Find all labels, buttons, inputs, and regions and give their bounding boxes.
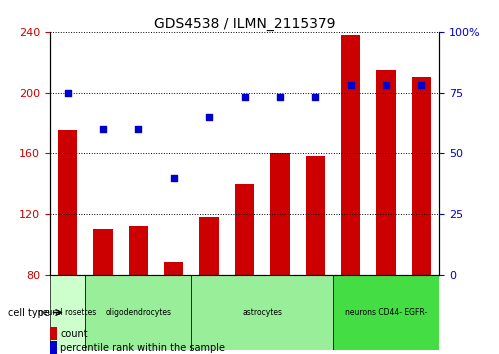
- Bar: [58, 131, 77, 275]
- Bar: [270, 153, 289, 275]
- Point: [134, 126, 142, 132]
- Point: [205, 114, 213, 120]
- Bar: [200, 217, 219, 275]
- Point: [63, 90, 71, 95]
- Bar: [93, 229, 113, 275]
- Bar: [192, 275, 333, 350]
- Bar: [376, 70, 396, 275]
- Text: oligodendrocytes: oligodendrocytes: [105, 308, 171, 317]
- Point: [382, 82, 390, 88]
- Point: [99, 126, 107, 132]
- Bar: [164, 262, 184, 275]
- Title: GDS4538 / ILMN_2115379: GDS4538 / ILMN_2115379: [154, 17, 335, 31]
- Point: [418, 82, 426, 88]
- Text: neural rosettes: neural rosettes: [38, 308, 97, 317]
- Text: cell type: cell type: [8, 308, 50, 318]
- Point: [241, 95, 249, 100]
- Bar: [333, 275, 439, 350]
- Bar: [305, 156, 325, 275]
- Text: neurons CD44- EGFR-: neurons CD44- EGFR-: [345, 308, 427, 317]
- Point: [276, 95, 284, 100]
- Text: count: count: [60, 329, 88, 339]
- Point: [170, 175, 178, 180]
- Bar: [50, 341, 57, 354]
- Bar: [129, 226, 148, 275]
- Bar: [50, 327, 57, 340]
- Point: [347, 82, 355, 88]
- Point: [311, 95, 319, 100]
- Bar: [85, 275, 192, 350]
- Bar: [235, 184, 254, 275]
- Text: astrocytes: astrocytes: [242, 308, 282, 317]
- Bar: [412, 78, 431, 275]
- Bar: [341, 35, 360, 275]
- Text: percentile rank within the sample: percentile rank within the sample: [60, 343, 226, 353]
- Bar: [50, 275, 85, 350]
